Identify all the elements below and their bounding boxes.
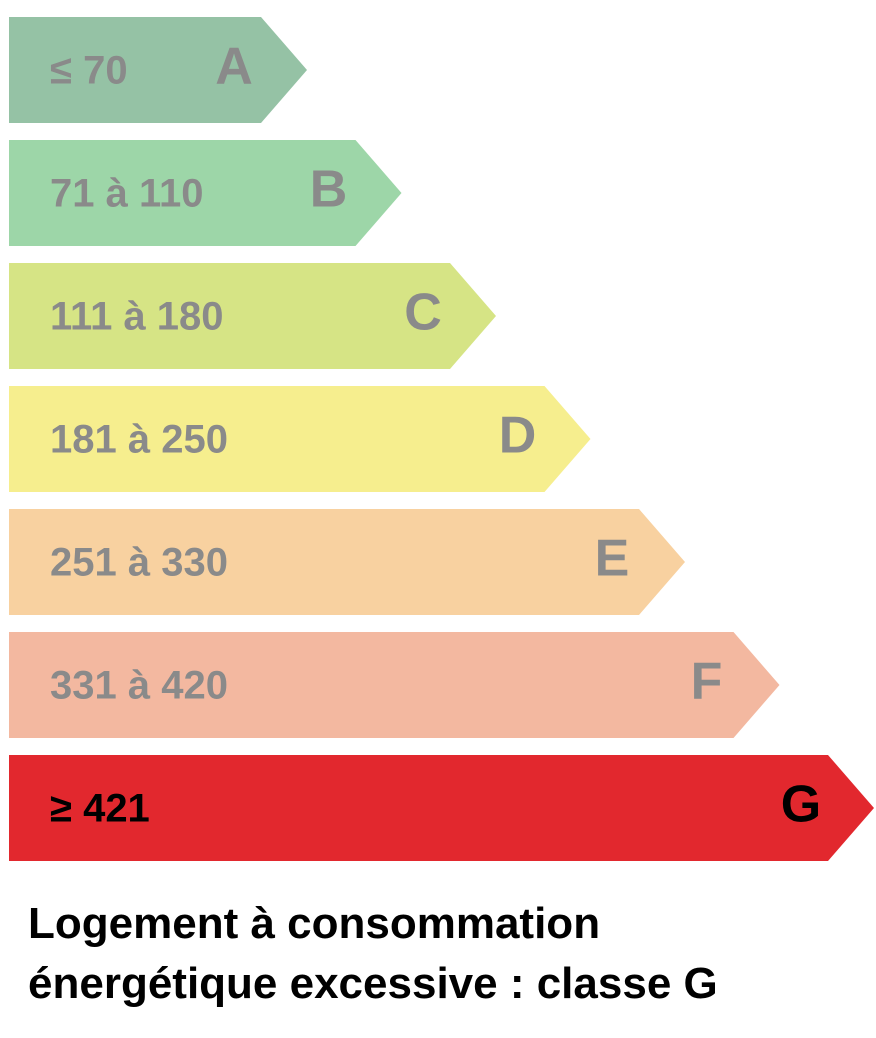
band-letter: E — [595, 530, 630, 588]
band-letter: G — [781, 776, 821, 834]
band-arrow — [9, 632, 780, 738]
caption-line: Logement à consommation — [28, 899, 600, 948]
band-range: 251 à 330 — [50, 541, 228, 585]
band-arrow — [9, 755, 874, 861]
band-arrow — [9, 263, 496, 369]
band-arrow — [9, 140, 402, 246]
band-range: ≥ 421 — [50, 787, 150, 831]
band-range: 111 à 180 — [50, 295, 224, 339]
band-arrow — [9, 386, 591, 492]
band-range: 331 à 420 — [50, 664, 228, 708]
band-letter: F — [691, 653, 723, 711]
band-letter: A — [215, 38, 253, 96]
band-arrow — [9, 509, 685, 615]
band-letter: B — [310, 161, 348, 219]
caption-line: énergétique excessive : classe G — [28, 959, 718, 1008]
band-range: 71 à 110 — [50, 172, 204, 216]
band-range: 181 à 250 — [50, 418, 228, 462]
band-range: ≤ 70 — [50, 49, 128, 93]
band-arrow — [9, 17, 307, 123]
band-letter: D — [499, 407, 537, 465]
band-letter: C — [404, 284, 442, 342]
